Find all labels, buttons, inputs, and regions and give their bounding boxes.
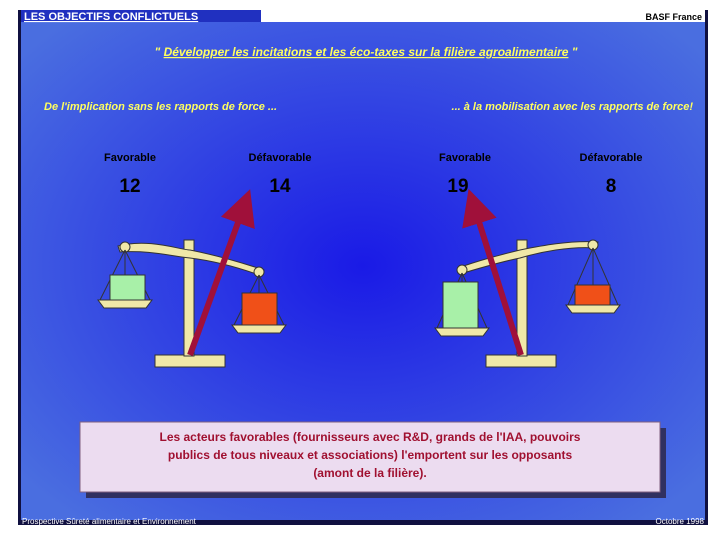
label: Défavorable: [249, 152, 312, 164]
scale-right: [434, 188, 621, 368]
labels: Favorable Défavorable Favorable Défavora…: [104, 152, 642, 197]
label: Défavorable: [580, 152, 643, 164]
quote-close: ": [572, 45, 578, 59]
count: 14: [269, 176, 291, 197]
subtitle-left: De l'implication sans les rapports de fo…: [44, 101, 277, 113]
callout-line: publics de tous niveaux et associations)…: [168, 448, 573, 462]
callout-line: (amont de la filière).: [313, 466, 426, 480]
scale-left: [97, 189, 287, 368]
quote-text: Développer les incitations et les éco-ta…: [164, 45, 569, 59]
count: 19: [447, 176, 468, 197]
footer-right: Octobre 1998: [656, 517, 705, 526]
slide-title: LES OBJECTIFS CONFLICTUELS: [24, 11, 198, 23]
callout: [79, 421, 661, 493]
count: 12: [119, 176, 140, 197]
quote-open: ": [155, 45, 161, 59]
subtitle-right: ... à la mobilisation avec les rapports …: [452, 101, 694, 113]
title-bg: [21, 10, 261, 22]
count: 8: [606, 176, 617, 197]
footer-left: Prospective Sûreté alimentaire et Enviro…: [22, 517, 197, 526]
label: Favorable: [104, 152, 156, 164]
quote: " Développer les incitations et les éco-…: [155, 45, 578, 59]
company: BASF France: [645, 12, 702, 22]
label: Favorable: [439, 152, 491, 164]
callout-line: Les acteurs favorables (fournisseurs ave…: [160, 430, 581, 444]
